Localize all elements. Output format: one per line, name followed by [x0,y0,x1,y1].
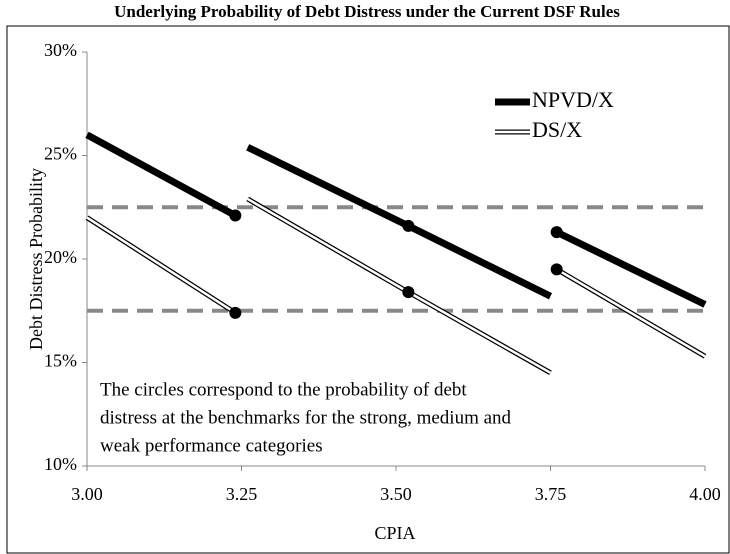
annotation: distress at the benchmarks for the stron… [100,407,512,428]
legend-label: DS/X [532,117,582,142]
legend-label: NPVD/X [532,87,614,112]
series-line [86,197,706,374]
benchmark-marker [550,226,563,239]
benchmark-marker [402,219,415,232]
annotation: The circles correspond to the probabilit… [100,379,467,400]
benchmark-marker [550,263,563,276]
x-tick-label: 4.00 [689,484,721,504]
benchmark-marker [229,306,242,319]
benchmark-marker [402,286,415,299]
y-tick-label: 25% [44,144,77,164]
x-tick-label: 3.75 [535,484,567,504]
annotation: weak performance categories [100,435,323,456]
y-tick-label: 10% [44,454,77,474]
y-tick-label: 20% [44,247,77,267]
y-tick-label: 30% [44,40,77,60]
y-axis-label: Debt Distress Probability [26,168,46,350]
x-axis-label: CPIA [374,523,415,543]
x-tick-label: 3.25 [226,484,258,504]
x-tick-label: 3.50 [380,484,412,504]
benchmark-marker [229,209,242,222]
chart-frame [6,25,730,554]
x-tick-label: 3.00 [71,484,103,504]
y-tick-label: 15% [44,351,77,371]
chart-title: Underlying Probability of Debt Distress … [114,2,620,21]
